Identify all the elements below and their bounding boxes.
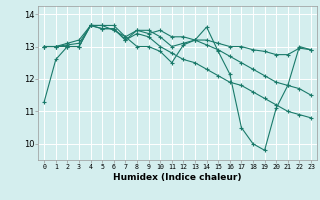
X-axis label: Humidex (Indice chaleur): Humidex (Indice chaleur): [113, 173, 242, 182]
